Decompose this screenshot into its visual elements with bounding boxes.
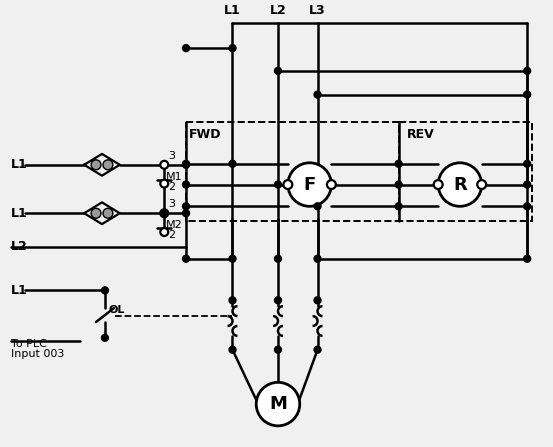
Bar [399,122,532,221]
Text: L2: L2 [11,240,28,253]
Circle shape [434,180,442,189]
Circle shape [160,228,168,236]
Circle shape [314,255,321,262]
Circle shape [395,160,402,167]
Circle shape [288,163,331,207]
Circle shape [182,181,190,188]
Circle shape [524,255,531,262]
Circle shape [524,160,531,167]
Circle shape [395,203,402,210]
Circle shape [314,203,321,210]
Circle shape [182,45,190,51]
Text: 2: 2 [168,230,175,240]
Circle shape [314,297,321,304]
Circle shape [229,160,236,167]
Circle shape [161,210,168,217]
Circle shape [229,255,236,262]
Text: L1: L1 [224,4,241,17]
Circle shape [160,161,168,169]
Circle shape [182,161,190,168]
Circle shape [274,181,281,188]
Circle shape [102,287,108,294]
Text: L2: L2 [270,4,286,17]
Circle shape [274,67,281,74]
Text: M: M [269,395,287,413]
Text: Input 003: Input 003 [11,349,64,358]
Text: OL: OL [109,305,126,315]
Circle shape [438,163,482,207]
Circle shape [91,160,101,170]
Circle shape [229,45,236,51]
Circle shape [274,346,281,353]
Circle shape [160,180,168,188]
Text: F: F [304,176,316,194]
Circle shape [102,334,108,342]
Bar [186,122,399,221]
Circle shape [524,91,531,98]
Text: FWD: FWD [189,128,222,141]
Circle shape [524,181,531,188]
Circle shape [182,160,190,167]
Text: 3: 3 [168,151,175,161]
Circle shape [314,91,321,98]
Circle shape [274,255,281,262]
Circle shape [182,255,190,262]
Circle shape [314,346,321,353]
Circle shape [284,180,293,189]
Circle shape [91,208,101,218]
Text: 3: 3 [168,199,175,209]
Circle shape [229,346,236,353]
Circle shape [477,180,486,189]
Circle shape [229,297,236,304]
Text: M2: M2 [166,220,183,230]
Circle shape [182,203,190,210]
Text: REV: REV [406,128,434,141]
Circle shape [160,209,168,217]
Circle shape [274,297,281,304]
Circle shape [327,180,336,189]
Text: L3: L3 [309,4,326,17]
Text: M1: M1 [166,172,183,182]
Circle shape [103,208,113,218]
Text: 2: 2 [168,181,175,192]
Text: L1: L1 [11,158,28,171]
Circle shape [256,382,300,426]
Text: L1: L1 [11,284,28,297]
Circle shape [524,67,531,74]
Circle shape [182,210,190,217]
Text: L1: L1 [11,207,28,220]
Circle shape [524,203,531,210]
Text: To PLC: To PLC [11,339,47,349]
Text: R: R [453,176,467,194]
Circle shape [395,181,402,188]
Circle shape [103,160,113,170]
